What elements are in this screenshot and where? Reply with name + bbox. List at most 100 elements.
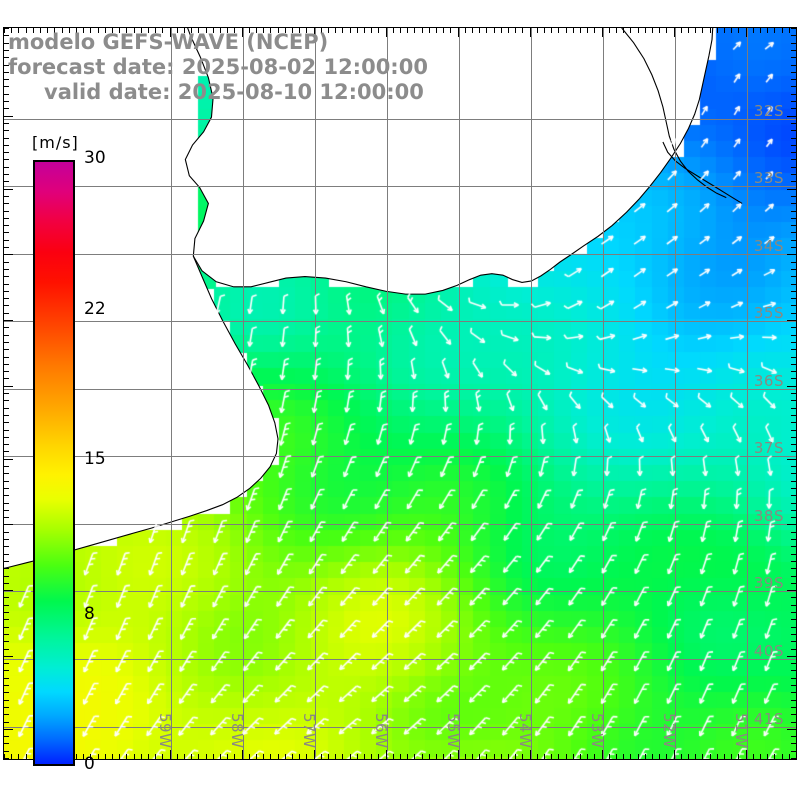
tick-left: [4, 49, 9, 51]
tick-right: [791, 130, 796, 132]
tick-left: [4, 188, 13, 190]
tick-right: [791, 174, 796, 175]
tick-left: [4, 371, 9, 373]
tick-bottom: [522, 754, 524, 759]
tick-top: [644, 28, 646, 33]
tick-right: [791, 670, 796, 672]
latitude-label: 39S: [753, 574, 784, 592]
tick-right: [787, 524, 796, 526]
tick-left: [4, 312, 9, 314]
tick-top: [148, 28, 149, 33]
tick-right: [791, 305, 796, 307]
tick-top: [601, 28, 603, 37]
tick-right: [791, 422, 796, 424]
tick-left: [4, 393, 9, 394]
tick-top: [443, 28, 445, 33]
tick-right: [791, 334, 796, 336]
tick-right: [791, 356, 796, 358]
tick-right: [791, 466, 796, 467]
tick-right: [787, 385, 796, 387]
tick-right: [791, 144, 796, 146]
tick-top: [544, 28, 545, 33]
tick-right: [791, 166, 796, 168]
tick-bottom: [364, 754, 365, 759]
tick-left: [4, 414, 9, 416]
tick-left: [4, 217, 9, 219]
longitude-label: 51W: [732, 713, 750, 749]
tick-top: [774, 28, 776, 33]
tick-left: [4, 247, 9, 248]
tick-top: [220, 28, 221, 33]
tick-left: [4, 750, 9, 752]
tick-bottom: [234, 754, 236, 759]
tick-top: [90, 28, 92, 33]
tick-right: [791, 312, 796, 314]
tick-top: [788, 28, 790, 33]
tick-left: [4, 714, 9, 716]
tick-bottom: [666, 754, 668, 759]
tick-left: [4, 385, 13, 387]
map-canvas[interactable]: 32S 33S 34S 35S 36S 37S 38S 39S 40S 41S 59W 58W 57W 5…: [3, 27, 797, 760]
tick-bottom: [392, 754, 394, 759]
tick-right: [791, 480, 796, 482]
tick-left: [4, 539, 9, 540]
tick-top: [680, 28, 682, 33]
tick-bottom: [572, 754, 574, 759]
tick-top: [479, 28, 481, 33]
tick-left: [4, 502, 9, 504]
tick-left: [4, 239, 9, 241]
tick-left: [4, 327, 9, 329]
tick-bottom: [673, 750, 675, 759]
tick-bottom: [752, 754, 754, 759]
tick-top: [666, 28, 668, 33]
tick-bottom: [767, 754, 769, 759]
tick-bottom: [760, 754, 761, 759]
tick-top: [32, 28, 34, 33]
tick-bottom: [493, 754, 495, 759]
tick-right: [791, 71, 796, 73]
tick-bottom: [349, 754, 351, 759]
tick-top: [140, 28, 142, 33]
tick-top: [587, 28, 589, 33]
tick-top: [594, 28, 596, 33]
tick-left: [4, 283, 9, 285]
tick-left: [4, 524, 13, 526]
tick-top: [270, 28, 272, 33]
tick-right: [791, 276, 796, 278]
tick-top: [248, 28, 250, 33]
tick-bottom: [652, 754, 653, 759]
tick-top: [580, 28, 581, 33]
tick-top: [407, 28, 409, 33]
tick-left: [4, 130, 9, 132]
tick-bottom: [18, 754, 20, 759]
tick-top: [472, 28, 473, 33]
tick-bottom: [601, 750, 603, 759]
tick-bottom: [184, 754, 185, 759]
tick-left: [4, 268, 9, 270]
tick-bottom: [162, 754, 164, 759]
tick-top: [378, 28, 380, 33]
tick-left: [4, 64, 9, 66]
tick-top: [97, 28, 99, 33]
tick-bottom: [580, 754, 581, 759]
tick-bottom: [205, 754, 207, 759]
tick-top: [414, 28, 416, 33]
tick-top: [176, 28, 178, 33]
tick-right: [791, 217, 796, 219]
tick-bottom: [176, 754, 178, 759]
tick-right: [791, 582, 796, 584]
tick-top: [608, 28, 610, 33]
tick-top: [450, 28, 452, 33]
tick-left: [4, 276, 9, 278]
tick-right: [791, 86, 796, 88]
tick-right: [787, 320, 796, 321]
tick-bottom: [428, 754, 430, 759]
tick-left: [4, 619, 9, 621]
tick-bottom: [464, 754, 466, 759]
tick-top: [364, 28, 365, 33]
longitude-label: 52W: [660, 713, 678, 749]
tick-bottom: [371, 754, 373, 759]
tick-top: [133, 28, 135, 33]
tick-top: [371, 28, 373, 33]
